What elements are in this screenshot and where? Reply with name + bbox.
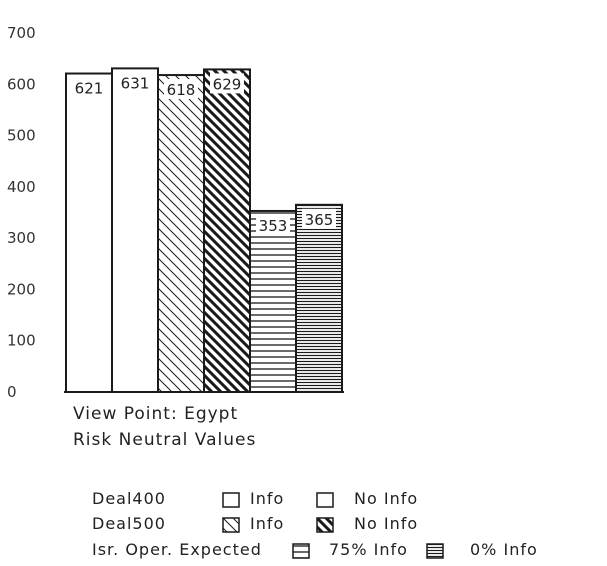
legend-second-label: 0% Info bbox=[470, 540, 538, 559]
bar-chart: 0 100 200 300 400 500 600 700 621 631 618 629 353 36… bbox=[7, 24, 344, 401]
legend-first-label: Info bbox=[250, 514, 285, 533]
y-tick-label: 700 bbox=[7, 24, 36, 42]
legend-swatch-deal500-no-info bbox=[316, 517, 334, 533]
y-tick-label: 300 bbox=[7, 229, 36, 247]
legend-second-label: No Info bbox=[354, 489, 419, 508]
legend-series-label: Deal400 bbox=[92, 489, 166, 508]
y-tick-label: 600 bbox=[7, 75, 36, 93]
legend-first-label: 75% Info bbox=[329, 540, 408, 559]
data-label-background bbox=[210, 73, 244, 94]
y-tick-label: 100 bbox=[7, 332, 36, 350]
y-tick-label: 200 bbox=[7, 280, 36, 298]
legend-series-label: Isr. Oper. Expected bbox=[92, 540, 262, 559]
legend-series-label: Deal500 bbox=[92, 514, 166, 533]
legend-swatch-deal400-info bbox=[222, 492, 240, 508]
caption-line-2: Risk Neutral Values bbox=[73, 430, 257, 450]
legend-first-label: Info bbox=[250, 489, 285, 508]
data-label-background bbox=[164, 79, 198, 100]
bar bbox=[157, 74, 205, 393]
bar bbox=[203, 68, 251, 393]
caption-line-1: View Point: Egypt bbox=[73, 404, 239, 424]
bar bbox=[249, 209, 297, 393]
data-label: 618 bbox=[167, 81, 196, 99]
y-tick-label: 400 bbox=[7, 178, 36, 196]
legend-swatch-deal500-info bbox=[222, 517, 240, 533]
data-label: 621 bbox=[75, 80, 104, 98]
bars bbox=[65, 67, 343, 393]
legend-second-label: No Info bbox=[354, 514, 419, 533]
data-label: 631 bbox=[121, 74, 150, 92]
data-label: 629 bbox=[213, 75, 242, 93]
data-label-background bbox=[256, 214, 290, 235]
bar bbox=[111, 67, 159, 393]
bar bbox=[295, 203, 343, 393]
legend-swatch-deal400-no-info bbox=[316, 492, 334, 508]
y-tick-label: 500 bbox=[7, 127, 36, 145]
y-axis-ticks: 0 100 200 300 400 500 600 700 bbox=[7, 24, 36, 401]
data-label: 365 bbox=[305, 211, 334, 229]
data-label: 353 bbox=[259, 217, 288, 235]
data-labels: 621 631 618 629 353 365 bbox=[72, 72, 336, 235]
data-label-background bbox=[118, 72, 152, 93]
legend-swatch-75-info bbox=[292, 543, 310, 559]
data-label-background bbox=[302, 208, 336, 229]
y-tick-label: 0 bbox=[7, 383, 17, 401]
legend-swatch-0-info bbox=[426, 543, 444, 559]
bar bbox=[65, 72, 113, 393]
data-label-background bbox=[72, 77, 106, 98]
